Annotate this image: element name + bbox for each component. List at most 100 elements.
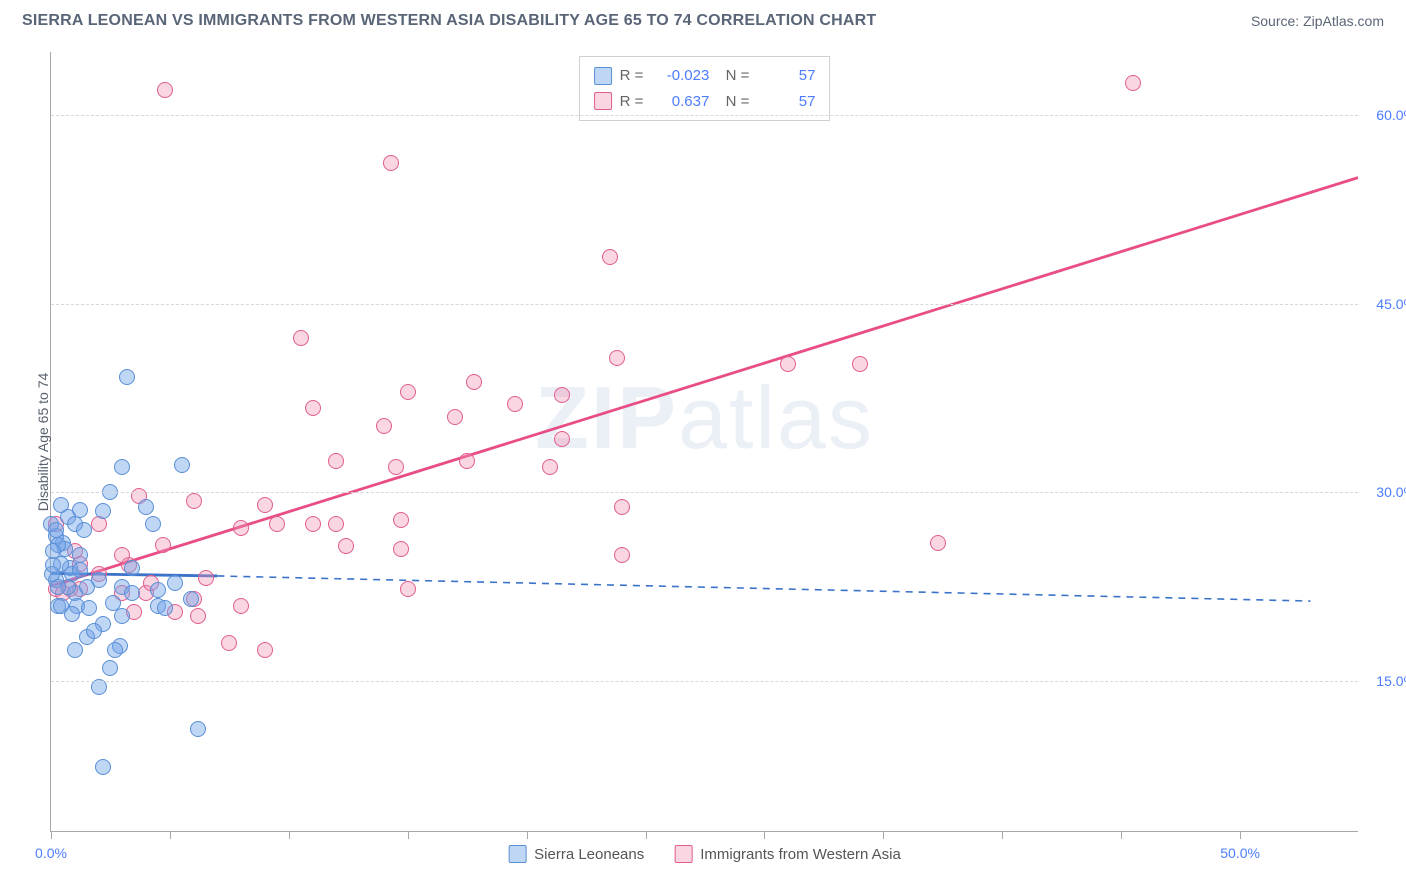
marker-series-a bbox=[174, 457, 190, 473]
marker-series-b bbox=[614, 547, 630, 563]
marker-series-b bbox=[328, 516, 344, 532]
marker-series-b bbox=[466, 374, 482, 390]
x-tick bbox=[289, 831, 290, 839]
marker-series-a bbox=[81, 600, 97, 616]
marker-series-a bbox=[102, 660, 118, 676]
marker-series-a bbox=[45, 557, 61, 573]
marker-series-b bbox=[400, 581, 416, 597]
chart-title: SIERRA LEONEAN VS IMMIGRANTS FROM WESTER… bbox=[22, 12, 876, 30]
y-tick-label: 30.0% bbox=[1376, 484, 1406, 500]
x-legend: Sierra Leoneans Immigrants from Western … bbox=[508, 845, 901, 863]
marker-series-a bbox=[167, 575, 183, 591]
source-label: Source: ZipAtlas.com bbox=[1251, 13, 1384, 29]
marker-series-a bbox=[95, 759, 111, 775]
swatch-series-b bbox=[594, 92, 612, 110]
marker-series-b bbox=[233, 598, 249, 614]
marker-series-a bbox=[145, 516, 161, 532]
marker-series-b bbox=[338, 538, 354, 554]
legend-label-b: Immigrants from Western Asia bbox=[700, 846, 901, 863]
marker-series-b bbox=[1125, 75, 1141, 91]
x-tick bbox=[1002, 831, 1003, 839]
marker-series-b bbox=[328, 453, 344, 469]
watermark-light: atlas bbox=[678, 368, 874, 467]
plot-area: Disability Age 65 to 74 ZIPatlas R = -0.… bbox=[50, 52, 1358, 832]
marker-series-a bbox=[48, 522, 64, 538]
watermark-bold: ZIP bbox=[535, 368, 678, 467]
x-tick bbox=[527, 831, 528, 839]
marker-series-b bbox=[459, 453, 475, 469]
marker-series-a bbox=[157, 600, 173, 616]
marker-series-b bbox=[602, 249, 618, 265]
legend-label-a: Sierra Leoneans bbox=[534, 846, 644, 863]
marker-series-a bbox=[86, 623, 102, 639]
marker-series-a bbox=[72, 562, 88, 578]
x-tick bbox=[408, 831, 409, 839]
marker-series-a bbox=[72, 502, 88, 518]
marker-series-b bbox=[221, 635, 237, 651]
legend-item-b: Immigrants from Western Asia bbox=[674, 845, 901, 863]
x-tick bbox=[1240, 831, 1241, 839]
watermark: ZIPatlas bbox=[535, 367, 874, 469]
marker-series-b bbox=[554, 387, 570, 403]
marker-series-b bbox=[305, 400, 321, 416]
marker-series-b bbox=[198, 570, 214, 586]
marker-series-b bbox=[257, 642, 273, 658]
marker-series-b bbox=[400, 384, 416, 400]
marker-series-a bbox=[50, 579, 66, 595]
gridline bbox=[51, 304, 1358, 305]
x-tick bbox=[1121, 831, 1122, 839]
marker-series-a bbox=[119, 369, 135, 385]
marker-series-b bbox=[233, 520, 249, 536]
stats-row-a: R = -0.023 N = 57 bbox=[594, 63, 816, 89]
marker-series-a bbox=[72, 547, 88, 563]
marker-series-a bbox=[114, 459, 130, 475]
marker-series-a bbox=[107, 642, 123, 658]
marker-series-b bbox=[376, 418, 392, 434]
marker-series-b bbox=[186, 493, 202, 509]
stats-box: R = -0.023 N = 57 R = 0.637 N = 57 bbox=[579, 56, 831, 121]
marker-series-b bbox=[852, 356, 868, 372]
x-tick bbox=[646, 831, 647, 839]
marker-series-a bbox=[114, 608, 130, 624]
x-tick-label: 0.0% bbox=[35, 845, 67, 861]
gridline bbox=[51, 115, 1358, 116]
y-axis-title: Disability Age 65 to 74 bbox=[35, 372, 51, 511]
x-tick-label: 50.0% bbox=[1220, 845, 1260, 861]
marker-series-a bbox=[91, 572, 107, 588]
y-tick-label: 15.0% bbox=[1376, 673, 1406, 689]
marker-series-a bbox=[95, 503, 111, 519]
legend-swatch-b bbox=[674, 845, 692, 863]
marker-series-b bbox=[614, 499, 630, 515]
regression-lines bbox=[51, 52, 1358, 831]
marker-series-b bbox=[930, 535, 946, 551]
marker-series-b bbox=[257, 497, 273, 513]
marker-series-b bbox=[393, 512, 409, 528]
swatch-series-a bbox=[594, 67, 612, 85]
marker-series-b bbox=[305, 516, 321, 532]
gridline bbox=[51, 492, 1358, 493]
marker-series-a bbox=[190, 721, 206, 737]
marker-series-a bbox=[150, 582, 166, 598]
x-tick bbox=[170, 831, 171, 839]
marker-series-b bbox=[554, 431, 570, 447]
r-value-b: 0.637 bbox=[651, 89, 709, 115]
legend-item-a: Sierra Leoneans bbox=[508, 845, 644, 863]
n-value-b: 57 bbox=[757, 89, 815, 115]
y-tick-label: 45.0% bbox=[1376, 296, 1406, 312]
stats-row-b: R = 0.637 N = 57 bbox=[594, 89, 816, 115]
marker-series-a bbox=[124, 585, 140, 601]
marker-series-b bbox=[507, 396, 523, 412]
marker-series-a bbox=[124, 560, 140, 576]
marker-series-b bbox=[447, 409, 463, 425]
x-tick bbox=[764, 831, 765, 839]
marker-series-a bbox=[67, 642, 83, 658]
x-tick bbox=[883, 831, 884, 839]
marker-series-a bbox=[64, 606, 80, 622]
marker-series-b bbox=[269, 516, 285, 532]
marker-series-b bbox=[157, 82, 173, 98]
marker-series-a bbox=[183, 591, 199, 607]
legend-swatch-a bbox=[508, 845, 526, 863]
r-value-a: -0.023 bbox=[651, 63, 709, 89]
marker-series-b bbox=[388, 459, 404, 475]
marker-series-b bbox=[190, 608, 206, 624]
